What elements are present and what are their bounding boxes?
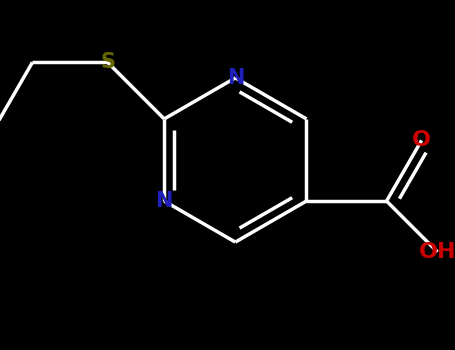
- Text: N: N: [227, 68, 244, 88]
- Text: S: S: [100, 52, 115, 72]
- Text: O: O: [412, 130, 431, 150]
- Text: N: N: [156, 191, 173, 211]
- Text: OH: OH: [419, 242, 455, 262]
